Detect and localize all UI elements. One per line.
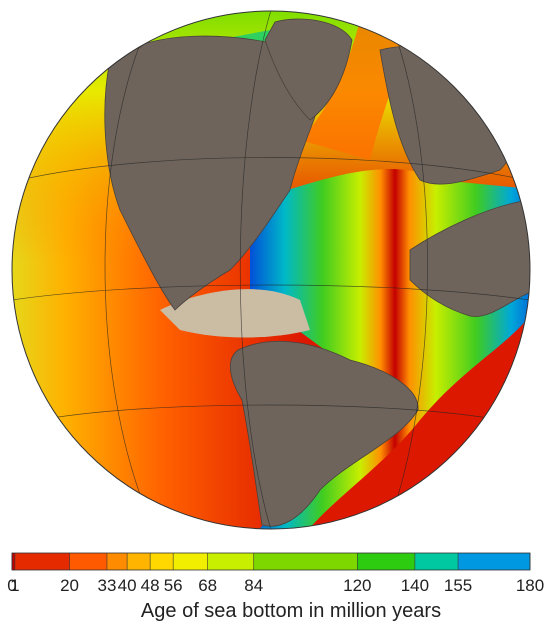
colorbar-segment [150,553,174,570]
colorbar-tick-label: 48 [141,576,160,595]
colorbar-segment [14,553,70,570]
colorbar-tick-label: 40 [118,576,137,595]
colorbar-tick-label: 1 [10,576,19,595]
colorbar-segment [414,553,459,570]
colorbar-segment [69,553,107,570]
colorbar-tick-label: 140 [401,576,429,595]
graticule [12,11,530,529]
colorbar-tick-label: 20 [60,576,79,595]
colorbar-label: Age of sea bottom in million years [141,600,441,622]
colorbar-segment [106,553,128,570]
colorbar-tick-label: 56 [164,576,183,595]
colorbar-tick-label: 84 [244,576,263,595]
colorbar-segment [12,553,15,570]
colorbar-tick-label: 180 [516,576,544,595]
colorbar-segment [253,553,358,570]
colorbar-tick-label: 155 [444,576,472,595]
globe [12,11,530,529]
africa [409,199,530,317]
colorbar: 01 20 33 40 48 56 68 84 120 140 155 180 [7,552,544,595]
colorbar-tick-label: 33 [98,576,117,595]
greenland [264,18,353,121]
colorbar-tick-label: 68 [198,576,217,595]
colorbar-segment [207,553,254,570]
globe-outline [11,10,531,530]
colorbar-segment [357,553,415,570]
colorbar-segment [127,553,151,570]
south-america [229,340,419,527]
colorbar-segment [173,553,208,570]
colorbar-tick-label: 0 [7,576,16,595]
colorbar-tick-label: 120 [343,576,371,595]
caribbean-shelf [160,289,310,338]
colorbar-segment [458,553,530,570]
